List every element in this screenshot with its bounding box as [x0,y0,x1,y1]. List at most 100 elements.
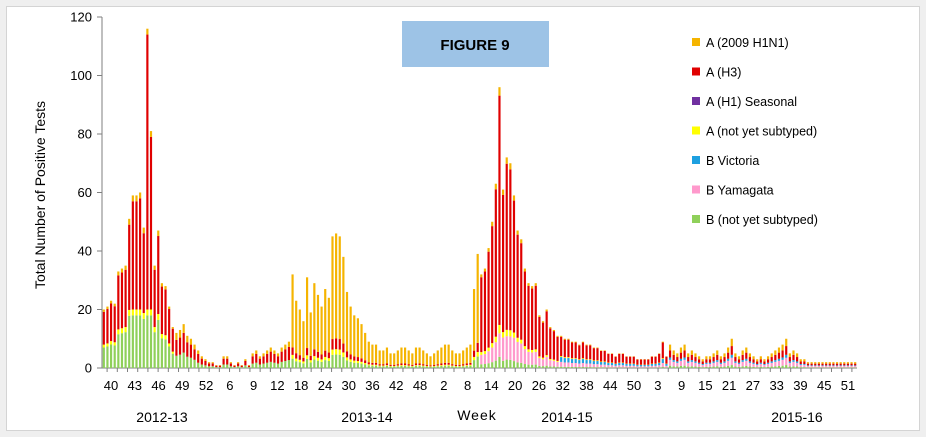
bar-segment [596,361,599,365]
bar-segment [698,362,701,364]
bar-segment [491,362,494,368]
bar-segment [182,332,185,353]
bar-segment [117,329,120,335]
x-tick-label: 43 [128,378,142,393]
bar-segment [607,353,610,363]
bar-segment [708,359,712,363]
bar-segment [570,342,574,359]
bar-segment [766,362,770,364]
bar-segment [531,364,534,368]
bar-segment [854,365,857,368]
bar-segment [316,360,320,368]
bar-segment [135,195,138,202]
bar-segment [436,365,439,367]
x-tick-label: 46 [151,378,165,393]
bar-segment [727,360,730,366]
bar-segment [204,359,207,361]
bar-segment [828,365,831,368]
bar-segment [124,265,127,270]
bar-segment [549,328,552,359]
bar-segment [345,291,349,352]
bar-segment [189,357,193,368]
bar-segment [178,354,182,368]
bar-segment [527,351,530,365]
bar-segment [389,364,392,366]
bar-segment [600,361,603,363]
legend-entry: A (2009 H1N1) [706,36,789,50]
bar-segment [149,131,153,137]
bar-segment [541,359,545,367]
bar-segment [211,363,214,367]
bar-segment [505,157,508,164]
bar-segment [741,366,744,368]
bar-segment [701,361,704,365]
bar-segment [625,356,628,364]
bar-segment [320,361,323,368]
bar-segment [324,356,327,361]
bar-segment [668,344,672,351]
bar-segment [585,359,588,361]
bar-segment [552,360,555,367]
x-tick-label: 38 [579,378,593,393]
bar-segment [142,318,145,368]
bar-segment [523,271,526,347]
bar-segment [400,365,403,368]
bar-segment [541,321,545,323]
bar-segment [759,366,762,368]
bar-segment [353,360,356,363]
bar-segment [592,364,595,368]
bar-segment [117,275,120,330]
bar-segment [266,350,269,354]
bar-segment [106,343,109,347]
bar-segment [378,364,381,366]
bar-segment [120,333,124,368]
bar-segment [810,363,813,366]
bar-segment [404,365,407,366]
bar-segment [741,361,744,367]
bar-segment [632,364,635,366]
bar-segment [596,367,599,368]
bar-segment [345,360,349,368]
bar-segment [839,365,842,366]
bar-segment [825,362,828,364]
bar-segment [523,364,526,368]
bar-segment [618,363,621,366]
bar-segment [585,344,588,346]
bar-segment [429,356,432,366]
bar-segment [443,365,447,368]
bar-segment [451,364,454,366]
bar-segment [440,363,443,366]
bar-segment [712,361,715,363]
bar-segment [545,309,548,312]
x-tick-label: 40 [104,378,118,393]
bar-segment [364,360,367,364]
bar-segment [305,277,309,349]
bar-segment [850,362,853,364]
bar-segment [531,286,534,289]
bar-segment [251,363,254,368]
bar-segment [498,324,501,334]
bar-segment [440,365,443,366]
bar-segment [821,362,824,364]
bar-segment [244,360,247,366]
bar-segment [541,366,545,368]
y-tick-label: 60 [78,185,92,200]
bar-segment [560,366,563,368]
bar-segment [759,362,762,364]
bar-segment [527,364,530,368]
bar-segment [320,354,323,360]
bar-segment [109,300,113,304]
bar-segment [785,338,788,347]
bar-segment [120,328,124,334]
bar-segment [647,359,650,365]
bar-segment [745,358,748,361]
bar-segment [509,359,512,368]
bar-segment [462,366,465,368]
bar-segment [788,353,791,358]
bar-segment [610,367,614,368]
bar-segment [603,362,606,365]
bar-segment [745,352,748,359]
bar-segment [385,365,389,366]
bar-segment [832,365,835,368]
x-tick-label: 36 [365,378,379,393]
